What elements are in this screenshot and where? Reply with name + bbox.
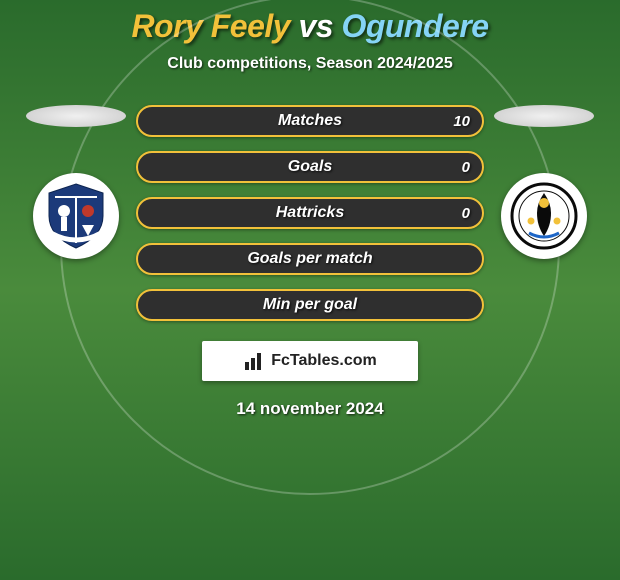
left-flag-placeholder (26, 105, 126, 127)
bars-icon (243, 350, 265, 372)
player1-name: Rory Feely (131, 8, 290, 44)
main-row: Matches 10 Goals 0 Hattricks 0 Goals per match… (0, 105, 620, 321)
subtitle: Club competitions, Season 2024/2025 (0, 55, 620, 73)
right-club-badge (501, 173, 587, 259)
stat-label: Goals (288, 158, 332, 176)
stat-row: Goals per match (136, 243, 484, 275)
stat-label: Min per goal (263, 296, 357, 314)
left-club-badge (33, 173, 119, 259)
stat-label: Hattricks (276, 204, 344, 222)
stat-right-value: 0 (462, 159, 470, 176)
branding-box: FcTables.com (202, 341, 418, 381)
barrow-crest-icon (41, 181, 111, 251)
player2-name: Ogundere (341, 8, 488, 44)
stat-row: Matches 10 (136, 105, 484, 137)
wimbledon-crest-icon (509, 181, 579, 251)
branding-text: FcTables.com (271, 352, 377, 370)
stat-row: Min per goal (136, 289, 484, 321)
right-side (484, 105, 604, 259)
comparison-title: Rory Feely vs Ogundere (0, 0, 620, 45)
stat-label: Goals per match (247, 250, 372, 268)
date-text: 14 november 2024 (0, 399, 620, 419)
right-flag-placeholder (494, 105, 594, 127)
stat-row: Goals 0 (136, 151, 484, 183)
stat-right-value: 0 (462, 205, 470, 222)
stats-list: Matches 10 Goals 0 Hattricks 0 Goals per match… (136, 105, 484, 321)
vs-text: vs (290, 8, 341, 44)
stat-label: Matches (278, 112, 342, 130)
stat-row: Hattricks 0 (136, 197, 484, 229)
stat-right-value: 10 (453, 113, 470, 130)
left-side (16, 105, 136, 259)
